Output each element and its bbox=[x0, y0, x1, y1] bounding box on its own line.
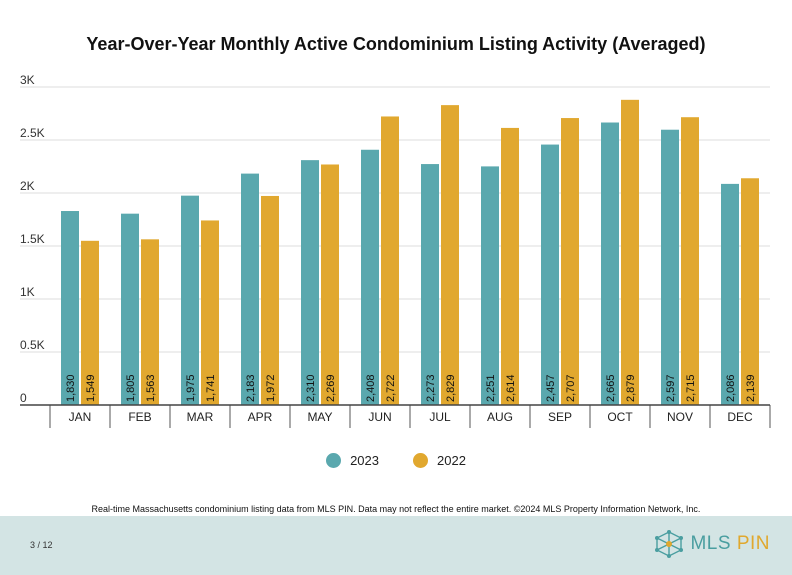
page-number: 3 / 12 bbox=[30, 540, 53, 550]
data-label: 2,269 bbox=[325, 374, 337, 402]
y-tick-label: 3K bbox=[20, 73, 35, 87]
legend-item-2022[interactable]: 2022 bbox=[413, 453, 466, 468]
x-tick-label: JAN bbox=[69, 410, 92, 424]
data-label: 1,975 bbox=[185, 374, 197, 402]
bar-2023-may bbox=[301, 160, 319, 405]
data-label: 2,879 bbox=[625, 374, 637, 402]
bar-chart: 0 0.5K 1K 1.5K 2K 2.5K 3K 1,830 1,549 JAN 1,805 1,5… bbox=[20, 73, 771, 428]
data-label: 1,741 bbox=[205, 374, 217, 402]
legend-swatch-2022 bbox=[413, 453, 428, 468]
data-label: 2,183 bbox=[245, 374, 257, 402]
legend: 2023 2022 bbox=[0, 453, 792, 468]
y-tick-label: 1.5K bbox=[20, 232, 45, 246]
bar-2023-jan bbox=[61, 211, 79, 405]
mls-pin-logo: MLS PIN bbox=[654, 530, 770, 558]
bar-2022-oct bbox=[621, 99, 639, 406]
bar-2023-mar bbox=[181, 195, 199, 405]
data-label: 2,251 bbox=[485, 374, 497, 402]
data-label: 1,805 bbox=[125, 374, 137, 402]
footnote: Real-time Massachusetts condominium list… bbox=[91, 504, 701, 514]
bar-2023-sep bbox=[541, 144, 559, 406]
data-label: 1,972 bbox=[265, 374, 277, 402]
data-label: 2,829 bbox=[445, 374, 457, 402]
data-label: 2,457 bbox=[545, 374, 557, 402]
y-tick-label: 0.5K bbox=[20, 338, 45, 352]
x-tick-label: MAY bbox=[307, 410, 332, 424]
data-label: 2,614 bbox=[505, 374, 517, 402]
data-label: 2,715 bbox=[685, 374, 697, 402]
bar-2022-jul bbox=[441, 105, 459, 405]
y-tick-label: 0 bbox=[20, 391, 27, 405]
x-tick-label: MAR bbox=[187, 410, 214, 424]
footer-bar: 3 / 12 MLS PIN bbox=[0, 516, 792, 575]
bar-2022-aug bbox=[501, 127, 519, 405]
bar-2022-sep bbox=[561, 118, 579, 406]
network-cube-icon bbox=[655, 530, 684, 558]
x-tick-label: JUL bbox=[429, 410, 451, 424]
legend-item-2023[interactable]: 2023 bbox=[326, 453, 379, 468]
x-tick-label: APR bbox=[248, 410, 273, 424]
bar-2023-oct bbox=[601, 122, 619, 405]
logo-text-mls: MLS bbox=[690, 533, 737, 554]
y-tick-label: 1K bbox=[20, 285, 35, 299]
x-tick-label: FEB bbox=[128, 410, 151, 424]
bar-2022-jan bbox=[81, 240, 99, 405]
y-tick-label: 2.5K bbox=[20, 126, 45, 140]
x-tick-label: DEC bbox=[727, 410, 753, 424]
data-label: 1,563 bbox=[145, 374, 157, 402]
x-tick-label: AUG bbox=[487, 410, 513, 424]
x-tick-label: NOV bbox=[667, 410, 693, 424]
data-label: 2,597 bbox=[665, 374, 677, 402]
data-label: 2,665 bbox=[605, 374, 617, 402]
data-label: 2,408 bbox=[365, 374, 377, 402]
bar-2023-jul bbox=[421, 164, 439, 405]
data-label: 1,830 bbox=[65, 374, 77, 402]
bar-2022-nov bbox=[681, 117, 699, 406]
y-tick-label: 2K bbox=[20, 179, 35, 193]
bar-2023-apr bbox=[241, 173, 259, 405]
bar-2023-feb bbox=[121, 213, 139, 405]
bar-2022-feb bbox=[141, 239, 159, 405]
bar-2023-jun bbox=[361, 149, 379, 405]
data-label: 2,722 bbox=[385, 374, 397, 402]
x-tick-label: SEP bbox=[548, 410, 572, 424]
bar-2022-apr bbox=[261, 195, 279, 405]
chart-title: Year-Over-Year Monthly Active Condominiu… bbox=[86, 34, 706, 54]
bar-2022-mar bbox=[201, 220, 219, 405]
bar-2022-dec bbox=[741, 178, 759, 405]
logo-text: MLS PIN bbox=[690, 533, 770, 555]
data-label: 2,707 bbox=[565, 374, 577, 402]
x-tick-label: OCT bbox=[607, 410, 633, 424]
bar-2022-jun bbox=[381, 116, 399, 405]
data-label: 2,273 bbox=[425, 374, 437, 402]
bar-2022-may bbox=[321, 164, 339, 405]
x-tick-label: JUN bbox=[368, 410, 391, 424]
legend-label-2022: 2022 bbox=[437, 453, 466, 468]
bar-2023-aug bbox=[481, 166, 499, 405]
bar-2023-nov bbox=[661, 129, 679, 405]
bar-2023-dec bbox=[721, 183, 739, 405]
logo-text-pin: PIN bbox=[736, 533, 770, 554]
legend-swatch-2023 bbox=[326, 453, 342, 468]
data-label: 2,310 bbox=[305, 374, 317, 402]
data-label: 2,139 bbox=[745, 374, 757, 402]
legend-label-2023: 2023 bbox=[350, 453, 379, 468]
data-label: 1,549 bbox=[85, 374, 97, 402]
data-label: 2,086 bbox=[725, 374, 737, 402]
